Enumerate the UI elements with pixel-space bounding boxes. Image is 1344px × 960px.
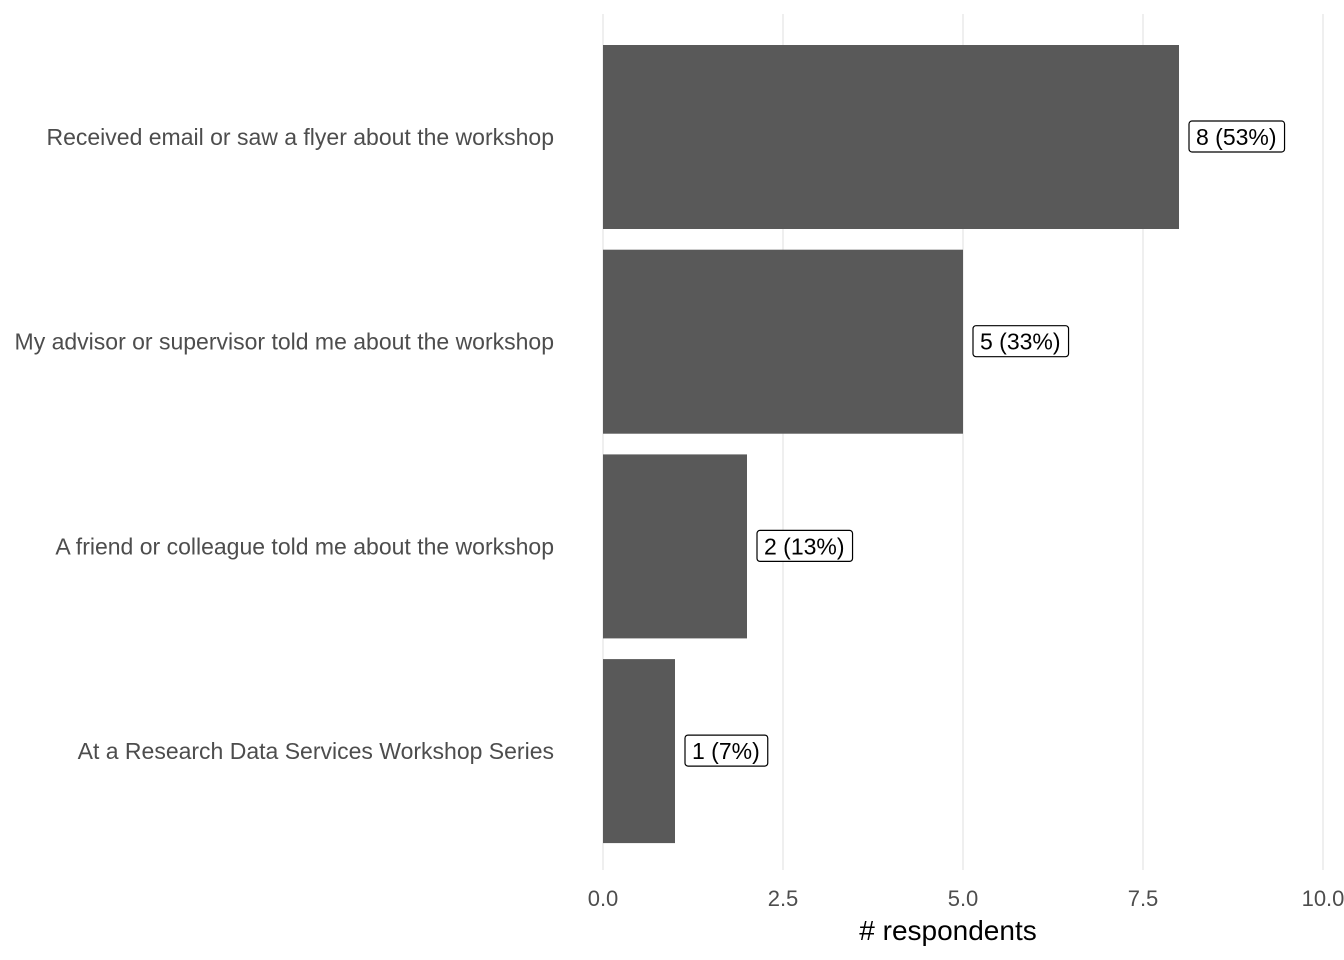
data-label: 1 (7%): [684, 734, 769, 767]
data-label-box: [684, 734, 769, 767]
bar: [603, 454, 747, 639]
data-label-box: [1188, 120, 1286, 153]
data-label-text: 8 (53%): [1196, 124, 1277, 150]
data-label: 8 (53%): [1188, 120, 1286, 153]
data-label-text: 1 (7%): [692, 738, 760, 764]
bar: [603, 249, 963, 434]
data-label-text: 2 (13%): [764, 533, 845, 559]
x-tick-label: 0.0: [588, 886, 619, 911]
data-label: 2 (13%): [756, 529, 854, 563]
category-label: My advisor or supervisor told me about t…: [15, 329, 554, 355]
bar: [603, 659, 675, 844]
data-label: 5 (33%): [972, 325, 1070, 358]
x-tick-label: 2.5: [768, 886, 799, 911]
data-label-text: 5 (33%): [980, 329, 1061, 355]
bars: [603, 45, 1179, 844]
x-tick-labels: 0.0 2.5 5.0 7.5 10.0: [588, 886, 1344, 911]
category-label: Received email or saw a flyer about the …: [46, 124, 554, 150]
x-tick-label: 10.0: [1302, 886, 1344, 911]
x-axis-title: # respondents: [859, 915, 1036, 946]
bar: [603, 45, 1179, 229]
category-label: At a Research Data Services Workshop Ser…: [78, 738, 554, 764]
category-labels: Received email or saw a flyer about the …: [15, 124, 554, 764]
data-label-box: [756, 529, 854, 563]
x-tick-label: 7.5: [1128, 886, 1159, 911]
category-label: A friend or colleague told me about the …: [55, 533, 554, 559]
data-label-box: [972, 325, 1070, 358]
x-tick-label: 5.0: [948, 886, 979, 911]
data-labels: 8 (53%) 5 (33%) 2 (13%) 1 (7%): [684, 120, 1286, 767]
